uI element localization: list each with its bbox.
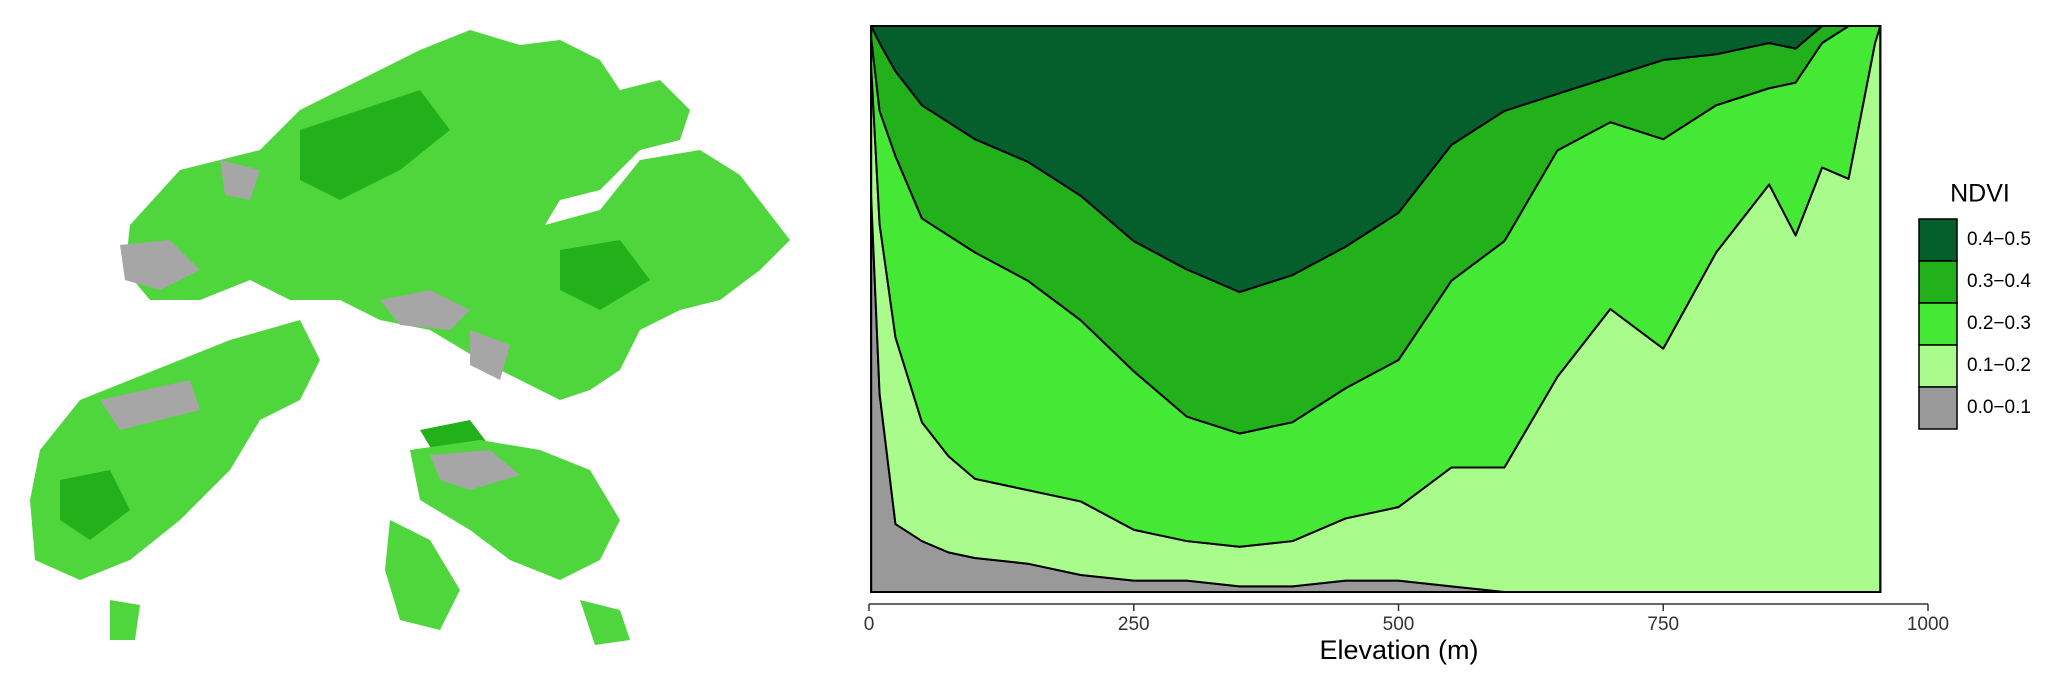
x-axis-title: Elevation (m) (1319, 635, 1478, 665)
map-region (30, 320, 320, 580)
map-dense (60, 470, 130, 540)
legend-label: 0.1−0.2 (1967, 355, 2031, 376)
map-urban (100, 380, 200, 430)
x-tick-label: 1000 (1907, 614, 1949, 635)
legend-label: 0.3−0.4 (1967, 271, 2031, 292)
plot-frame (870, 25, 1882, 593)
x-tick-label: 0 (864, 614, 875, 635)
legend-label: 0.2−0.3 (1967, 313, 2031, 334)
map-region (125, 30, 790, 400)
map-region (110, 440, 630, 645)
legend-title: NDVI (1950, 180, 2010, 208)
legend-swatch (1918, 344, 1958, 388)
chart: 0 250 500 750 1000 0.4−0.5 0.3−0.4 0.2−0.3 0.1−0… (864, 25, 2031, 635)
map-urban (120, 160, 510, 380)
legend-label: 0.4−0.5 (1967, 229, 2031, 250)
x-tick-label: 750 (1647, 614, 1679, 635)
legend-swatch (1918, 260, 1958, 304)
x-tick-label: 500 (1383, 614, 1415, 635)
map-dense (300, 90, 650, 480)
legend-label: 0.0−0.1 (1967, 397, 2031, 418)
x-tick-label: 250 (1118, 614, 1150, 635)
map (30, 30, 790, 645)
legend-swatch (1918, 302, 1958, 346)
map-urban (430, 450, 520, 490)
legend-swatch (1918, 386, 1958, 430)
legend-swatch (1918, 218, 1958, 262)
